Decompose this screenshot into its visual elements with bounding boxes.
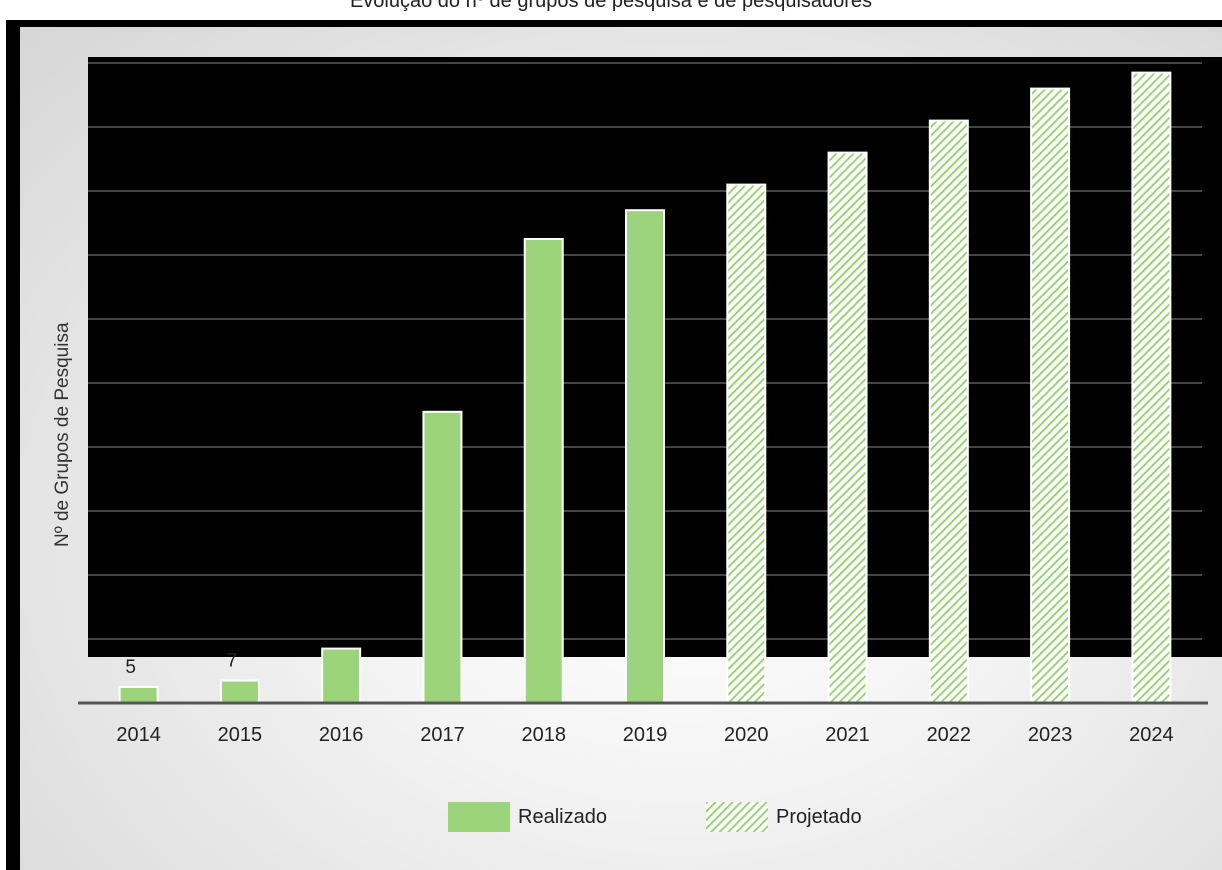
- legend-swatch-solid: [448, 802, 510, 832]
- x-tick-label: 2015: [218, 724, 263, 746]
- bar-projetado-2023: [1030, 87, 1071, 705]
- legend-item-projetado: Projetado: [706, 797, 862, 837]
- bar-realizado-2015: [219, 679, 260, 704]
- legend-swatch-hatched: [706, 802, 768, 832]
- x-tick-label: 2018: [521, 724, 566, 746]
- bar-realizado-2014: [118, 686, 159, 704]
- x-tick-label: 2021: [825, 724, 870, 746]
- legend-label-projetado: Projetado: [776, 805, 862, 828]
- data-label: 7: [227, 651, 238, 672]
- bar-chart: 2014 2015 2016 2017 2018 2019 2020 2021 2022 2023…: [78, 62, 1208, 746]
- bars: [118, 71, 1172, 705]
- bar-realizado-2019: [625, 209, 665, 704]
- bar-realizado-2016: [321, 647, 362, 704]
- x-tick-label: 2024: [1129, 724, 1174, 746]
- chart-frame: 2014 2015 2016 2017 2018 2019 2020 2021 2022 2023…: [6, 20, 1222, 870]
- x-axis: 2014 2015 2016 2017 2018 2019 2020 2021 2022 2023…: [78, 701, 1208, 746]
- x-tick-label: 2019: [623, 724, 668, 746]
- bar-projetado-2022: [928, 119, 969, 705]
- bar-realizado-2018: [523, 238, 564, 704]
- legend-label-realizado: Realizado: [518, 805, 607, 828]
- x-tick-label: 2017: [420, 724, 465, 746]
- bar-projetado-2021: [827, 151, 868, 705]
- x-tick-label: 2014: [116, 724, 161, 746]
- bar-projetado-2020: [726, 183, 767, 705]
- chart-panel: 2014 2015 2016 2017 2018 2019 2020 2021 2022 2023…: [20, 27, 1222, 870]
- chart-title: Evolução do nº de grupos de pesquisa e d…: [349, 0, 873, 12]
- x-tick-label: 2016: [319, 724, 364, 746]
- bar-realizado-2017: [422, 410, 463, 704]
- x-tick-label: 2020: [724, 724, 769, 746]
- data-label: 5: [125, 657, 136, 678]
- legend-item-realizado: Realizado: [448, 797, 607, 837]
- legend: Realizado Projetado: [20, 797, 1222, 837]
- x-tick-label: 2022: [927, 724, 972, 746]
- bar-projetado-2024: [1131, 71, 1172, 705]
- x-tick-label: 2023: [1028, 724, 1073, 746]
- y-axis-title: Nº de Grupos de Pesquisa: [52, 322, 73, 547]
